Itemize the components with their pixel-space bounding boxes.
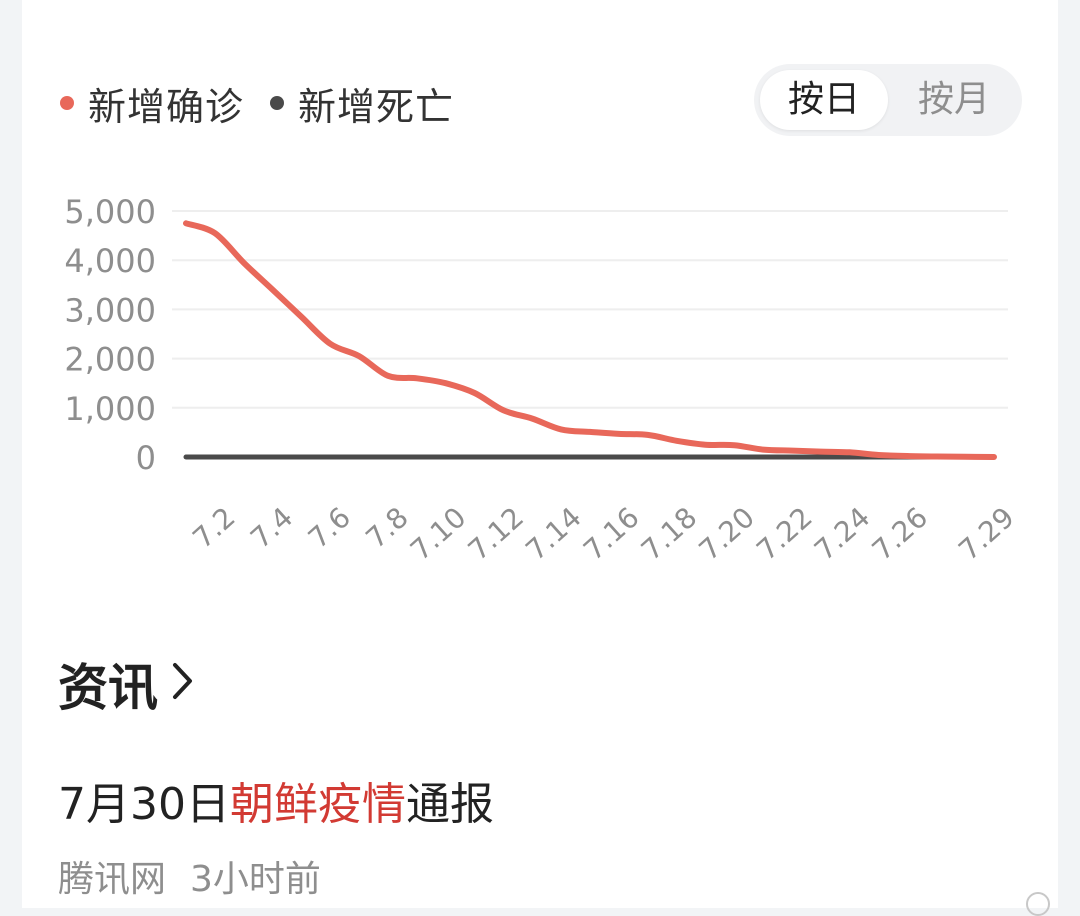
- data-point-confirmed: [529, 416, 535, 422]
- news-title-highlight: 朝鲜疫情: [229, 779, 406, 830]
- x-tick-label: 7.29: [952, 501, 1020, 567]
- data-point-confirmed: [298, 314, 304, 320]
- data-point-confirmed: [933, 454, 939, 460]
- x-tick-label: 7.4: [244, 501, 299, 555]
- data-point-confirmed: [587, 429, 593, 435]
- data-point-deaths: [818, 454, 824, 460]
- data-point-confirmed: [270, 287, 276, 293]
- data-point-confirmed: [414, 375, 420, 381]
- section-title: 资讯: [58, 659, 158, 717]
- y-tick-label: 3,000: [64, 291, 156, 329]
- data-point-confirmed: [731, 442, 737, 448]
- data-point-deaths: [529, 454, 535, 460]
- data-point-confirmed: [904, 453, 910, 459]
- data-point-confirmed: [789, 448, 795, 454]
- legend-item-confirmed[interactable]: 新增确诊: [60, 76, 244, 131]
- data-point-confirmed: [356, 353, 362, 359]
- news-source: 腾讯网: [58, 859, 167, 900]
- legend-dot-deaths: [270, 96, 285, 110]
- x-tick-label: 7.18: [635, 501, 703, 567]
- data-point-confirmed: [472, 390, 478, 396]
- data-point-confirmed: [818, 449, 824, 455]
- y-tick-label: 2,000: [64, 341, 156, 379]
- x-tick-label: 7.10: [404, 501, 472, 567]
- data-point-confirmed: [847, 449, 853, 455]
- data-point-confirmed: [241, 260, 247, 266]
- data-point-deaths: [443, 454, 449, 460]
- data-point-confirmed: [212, 230, 218, 236]
- data-point-deaths: [616, 454, 622, 460]
- legend-label-confirmed: 新增确诊: [88, 84, 245, 129]
- period-toggle: 按日 按月: [754, 64, 1022, 136]
- data-point-confirmed: [962, 454, 968, 460]
- y-tick-label: 0: [136, 439, 156, 477]
- data-point-deaths: [500, 454, 506, 460]
- data-point-deaths: [674, 454, 680, 460]
- data-point-deaths: [789, 454, 795, 460]
- news-item-title[interactable]: 7月30日朝鲜疫情通报: [58, 768, 494, 832]
- x-tick-label: 7.24: [808, 501, 876, 567]
- news-item-meta: 腾讯网 3小时前: [58, 850, 321, 902]
- news-time: 3小时前: [190, 859, 321, 900]
- data-point-deaths: [472, 454, 478, 460]
- data-point-deaths: [385, 454, 391, 460]
- data-point-confirmed: [327, 341, 333, 347]
- x-tick-label: 7.6: [302, 501, 357, 555]
- scroll-indicator: [1026, 892, 1050, 916]
- data-point-deaths: [241, 454, 247, 460]
- y-tick-label: 1,000: [64, 390, 156, 428]
- news-section-header[interactable]: 资讯: [58, 648, 194, 720]
- data-point-confirmed: [702, 442, 708, 448]
- data-point-deaths: [183, 454, 189, 460]
- x-tick-label: 7.12: [462, 501, 530, 567]
- chevron-right-icon: [172, 655, 194, 713]
- data-point-deaths: [731, 454, 737, 460]
- toggle-monthly-button[interactable]: 按月: [917, 79, 990, 120]
- data-point-deaths: [645, 454, 651, 460]
- data-point-deaths: [558, 454, 564, 460]
- news-title-suffix: 通报: [405, 779, 494, 830]
- data-point-confirmed: [991, 454, 997, 460]
- data-point-confirmed: [876, 452, 882, 458]
- data-point-confirmed: [760, 447, 766, 453]
- data-point-deaths: [760, 454, 766, 460]
- news-title-date: 7月30日: [58, 779, 230, 830]
- y-tick-label: 5,000: [64, 193, 156, 231]
- x-tick-label: 7.20: [693, 501, 761, 567]
- data-point-confirmed: [443, 380, 449, 386]
- x-tick-label: 7.14: [519, 501, 587, 567]
- data-point-deaths: [356, 454, 362, 460]
- data-point-deaths: [298, 454, 304, 460]
- data-point-confirmed: [616, 431, 622, 437]
- data-point-confirmed: [183, 220, 189, 226]
- toggle-daily-button[interactable]: 按日: [760, 70, 888, 130]
- x-tick-label: 7.22: [750, 501, 818, 567]
- data-point-deaths: [270, 454, 276, 460]
- legend-dot-confirmed: [60, 96, 74, 110]
- x-tick-label: 7.8: [360, 501, 415, 555]
- data-point-confirmed: [674, 438, 680, 444]
- data-point-deaths: [702, 454, 708, 460]
- data-point-confirmed: [558, 426, 564, 432]
- data-point-deaths: [414, 454, 420, 460]
- data-point-deaths: [212, 454, 218, 460]
- chart-legend: 新增确诊 新增死亡: [60, 76, 480, 131]
- y-tick-label: 4,000: [64, 242, 156, 280]
- x-tick-label: 7.16: [577, 501, 645, 567]
- data-point-deaths: [587, 454, 593, 460]
- data-point-deaths: [327, 454, 333, 460]
- data-point-confirmed: [500, 407, 506, 413]
- data-point-confirmed: [645, 432, 651, 438]
- x-tick-label: 7.26: [866, 501, 934, 567]
- series-line-confirmed: [183, 220, 997, 460]
- legend-label-deaths: 新增死亡: [298, 84, 455, 129]
- x-tick-label: 7.2: [186, 501, 241, 555]
- legend-item-deaths[interactable]: 新增死亡: [270, 76, 454, 131]
- data-point-confirmed: [385, 373, 391, 379]
